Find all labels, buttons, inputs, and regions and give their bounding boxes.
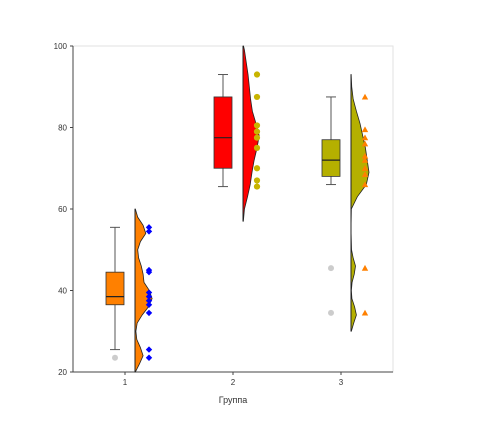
group-3 xyxy=(321,74,370,332)
data-point-circle xyxy=(253,93,261,101)
data-point-diamond xyxy=(145,266,153,274)
data-point-diamond xyxy=(145,297,153,304)
data-point-triangle xyxy=(361,171,369,177)
outlier-point xyxy=(112,354,118,361)
outlier-point xyxy=(328,309,334,316)
data-point-triangle xyxy=(361,309,369,316)
box-iqr xyxy=(321,139,341,177)
data-point-circle xyxy=(253,128,261,135)
data-point-triangle xyxy=(361,126,369,133)
y-tick-label: 80 xyxy=(58,124,67,133)
data-point-circle xyxy=(253,183,261,190)
data-point-diamond xyxy=(145,301,153,308)
plot-frame xyxy=(72,45,394,373)
data-point-triangle xyxy=(361,93,369,100)
group-2 xyxy=(213,45,261,222)
y-tick-label: 40 xyxy=(58,287,67,296)
data-point-diamond xyxy=(145,293,153,300)
data-point-diamond xyxy=(145,309,153,317)
data-point-circle xyxy=(253,144,261,151)
data-point-triangle xyxy=(361,134,369,141)
group-layer xyxy=(105,45,370,373)
outlier-point xyxy=(328,265,334,272)
data-point-circle xyxy=(253,165,261,172)
data-point-circle xyxy=(253,122,261,129)
x-axis-ticks: 1 2 3 xyxy=(123,372,344,387)
x-tick-label: 1 xyxy=(123,378,128,387)
data-point-triangle xyxy=(361,140,369,147)
data-point-circle xyxy=(253,134,261,141)
data-point-triangle xyxy=(361,156,369,163)
data-point-triangle xyxy=(361,181,369,188)
data-point-diamond xyxy=(145,224,153,231)
x-tick-label: 2 xyxy=(231,378,236,387)
y-tick-label: 60 xyxy=(58,205,67,214)
data-point-circle xyxy=(253,177,261,184)
y-tick-label: 100 xyxy=(54,42,68,51)
box-iqr xyxy=(213,96,233,169)
data-point-diamond xyxy=(145,228,153,235)
y-axis-ticks: 20 40 60 80 100 xyxy=(54,42,73,377)
data-point-circle xyxy=(253,71,261,78)
y-tick-label: 20 xyxy=(58,368,67,377)
data-point-triangle xyxy=(361,152,369,159)
data-point-triangle xyxy=(361,165,369,171)
data-point-diamond xyxy=(145,289,153,296)
x-axis-title: Группа xyxy=(219,395,248,405)
data-point-triangle xyxy=(361,264,369,271)
data-point-diamond xyxy=(145,346,153,353)
box-iqr xyxy=(105,271,125,306)
data-point-diamond xyxy=(145,354,153,361)
x-tick-label: 3 xyxy=(339,378,344,387)
half-violin xyxy=(134,208,153,373)
group-1 xyxy=(105,208,153,373)
